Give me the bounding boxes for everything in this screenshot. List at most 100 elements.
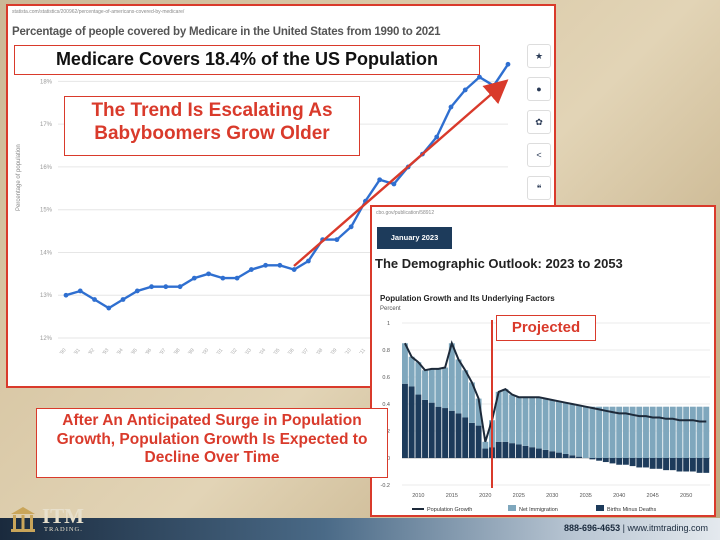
data-point[interactable] xyxy=(206,271,211,277)
data-point[interactable] xyxy=(334,237,340,243)
legend-swatch-immigration xyxy=(508,505,516,511)
net-immigration-bar xyxy=(602,406,609,458)
data-point[interactable] xyxy=(248,267,254,272)
net-immigration-bar xyxy=(589,406,596,458)
data-point[interactable] xyxy=(320,237,326,243)
data-point[interactable] xyxy=(348,224,354,230)
data-point[interactable] xyxy=(477,74,482,80)
website-link[interactable]: www.itmtrading.com xyxy=(627,523,708,533)
data-point[interactable] xyxy=(505,61,511,67)
y-tick-label: 0.4 xyxy=(382,402,390,408)
x-tick-label: 2035 xyxy=(580,493,592,499)
headline-callout: Medicare Covers 18.4% of the US Populati… xyxy=(14,45,480,75)
data-point[interactable] xyxy=(420,151,425,157)
data-point[interactable] xyxy=(491,83,497,89)
data-point[interactable] xyxy=(234,275,240,281)
data-point[interactable] xyxy=(134,288,140,294)
share-icon[interactable]: < xyxy=(527,143,551,167)
births-minus-deaths-bar xyxy=(556,452,562,458)
data-point[interactable] xyxy=(92,297,97,302)
x-tick-label: 2020 xyxy=(479,493,491,499)
y-tick-label: 18% xyxy=(40,79,53,85)
net-immigration-bar xyxy=(703,406,710,458)
net-immigration-bar xyxy=(629,406,636,458)
data-point[interactable] xyxy=(263,262,269,268)
y-tick-label: 13% xyxy=(40,293,53,299)
x-tick-label: '01 xyxy=(216,347,225,356)
data-point[interactable] xyxy=(391,181,397,187)
births-minus-deaths-bar xyxy=(468,422,475,458)
births-minus-deaths-bar xyxy=(402,383,408,458)
births-minus-deaths-bar xyxy=(495,441,502,458)
y-tick-label: 1 xyxy=(387,321,390,327)
data-point[interactable] xyxy=(434,134,440,140)
footer-bar xyxy=(0,518,720,540)
data-point[interactable] xyxy=(377,177,383,183)
x-tick-label: 2050 xyxy=(680,493,692,499)
data-point[interactable] xyxy=(120,297,126,302)
births-minus-deaths-bar xyxy=(569,455,576,458)
x-tick-label: 2025 xyxy=(513,493,525,499)
contact-separator: | xyxy=(622,523,625,533)
births-minus-deaths-bar xyxy=(589,458,596,460)
net-immigration-bar xyxy=(609,406,616,458)
births-minus-deaths-bar xyxy=(609,458,616,464)
quote-icon[interactable]: ❝ xyxy=(527,176,551,200)
net-immigration-bar xyxy=(616,406,623,458)
births-minus-deaths-bar xyxy=(502,441,509,458)
births-minus-deaths-bar xyxy=(703,458,710,473)
pillars-icon xyxy=(11,507,35,532)
x-tick-label: '94 xyxy=(116,347,125,356)
x-tick-label: '03 xyxy=(244,347,253,356)
net-immigration-bar xyxy=(415,362,422,395)
data-point[interactable] xyxy=(277,262,283,268)
x-tick-label: '07 xyxy=(301,347,310,356)
data-point[interactable] xyxy=(305,258,311,264)
data-point[interactable] xyxy=(149,284,154,290)
report-title: The Demographic Outlook: 2023 to 2053 xyxy=(375,256,623,271)
data-point[interactable] xyxy=(291,267,297,272)
data-point[interactable] xyxy=(63,292,69,298)
net-immigration-bar xyxy=(442,367,449,409)
data-point[interactable] xyxy=(220,275,226,281)
net-immigration-bar xyxy=(455,359,462,414)
y-tick-label: 0.6 xyxy=(382,375,390,381)
births-minus-deaths-bar xyxy=(489,447,495,458)
x-tick-label: '10 xyxy=(344,347,353,356)
bell-icon[interactable]: ● xyxy=(527,77,551,101)
births-minus-deaths-bar xyxy=(689,458,696,472)
net-immigration-bar xyxy=(676,406,683,458)
births-minus-deaths-bar xyxy=(649,458,656,469)
x-tick-label: '93 xyxy=(102,347,111,356)
births-minus-deaths-bar xyxy=(422,399,428,458)
net-immigration-bar xyxy=(656,406,663,458)
data-point[interactable] xyxy=(191,275,197,281)
legend-label: Net Immigration xyxy=(519,507,558,513)
phone-number: 888-696-4653 xyxy=(564,523,621,533)
x-tick-label: '00 xyxy=(201,347,210,356)
births-minus-deaths-bar xyxy=(616,458,623,465)
legend-label: Births Minus Deaths xyxy=(607,507,656,513)
data-point[interactable] xyxy=(405,164,411,170)
star-icon[interactable]: ★ xyxy=(527,44,551,68)
x-tick-label: 2045 xyxy=(647,493,659,499)
x-tick-label: '09 xyxy=(330,347,339,356)
data-point[interactable] xyxy=(163,284,169,290)
net-immigration-bar xyxy=(696,406,703,458)
data-point[interactable] xyxy=(363,198,368,204)
births-minus-deaths-bar xyxy=(482,448,489,458)
data-point[interactable] xyxy=(106,305,112,311)
net-immigration-bar xyxy=(636,406,643,458)
births-minus-deaths-bar xyxy=(435,406,442,458)
date-badge: January 2023 xyxy=(377,227,452,249)
data-point[interactable] xyxy=(77,288,83,294)
statista-url: statista.com/statistics/200962/percentag… xyxy=(12,9,185,15)
gear-icon[interactable]: ✿ xyxy=(527,110,551,134)
births-minus-deaths-bar xyxy=(455,413,462,458)
data-point[interactable] xyxy=(448,104,454,110)
data-point[interactable] xyxy=(177,284,183,290)
cbo-url: cbo.gov/publication/58912 xyxy=(376,210,435,216)
data-point[interactable] xyxy=(462,87,468,93)
population-growth-chart: -0.200.20.40.60.81 201020152020202520302… xyxy=(381,321,710,513)
births-minus-deaths-bar xyxy=(562,453,569,458)
